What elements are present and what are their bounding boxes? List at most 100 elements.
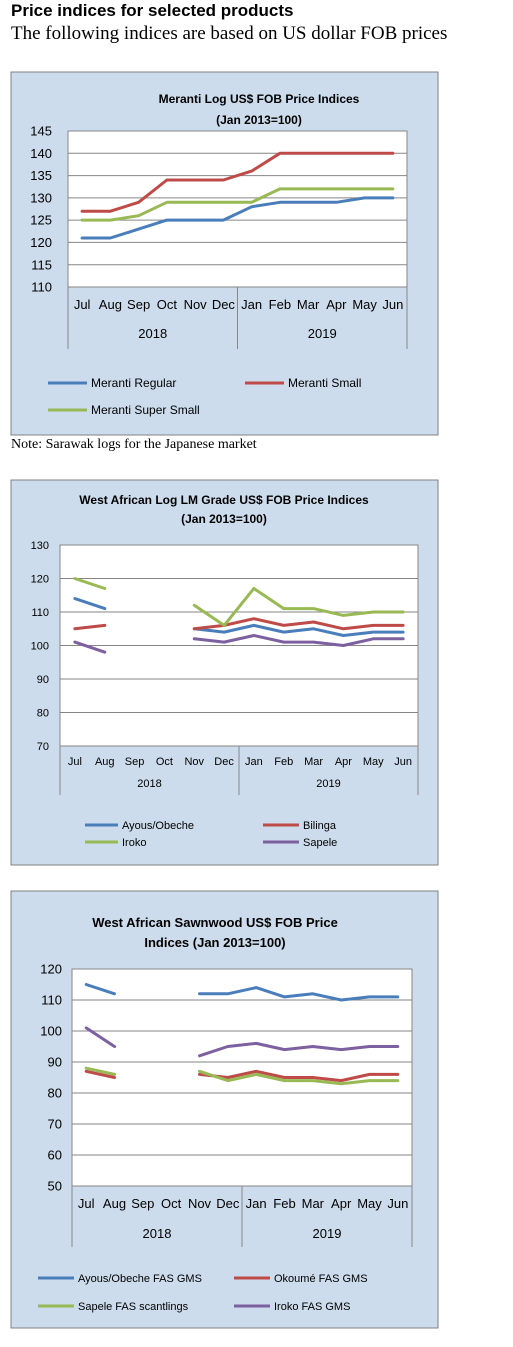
- y-tick-label: 145: [30, 124, 52, 139]
- series-line: [73, 577, 107, 590]
- series-line: [192, 634, 405, 647]
- y-tick-label: 100: [40, 1024, 62, 1039]
- x-tick-label: Dec: [212, 297, 236, 312]
- series-line: [192, 617, 405, 631]
- y-tick-label: 90: [48, 1055, 62, 1070]
- x-tick-label: Nov: [188, 1196, 212, 1211]
- x-tick-label: Feb: [269, 297, 291, 312]
- x-tick-label: Feb: [273, 1196, 295, 1211]
- chart-subtitle: Indices (Jan 2013=100): [144, 935, 285, 950]
- y-tick-label: 90: [37, 674, 49, 686]
- y-tick-label: 120: [40, 962, 62, 977]
- y-tick-label: 110: [41, 993, 62, 1008]
- series-line: [192, 623, 405, 637]
- x-tick-label: Jan: [241, 297, 262, 312]
- x-tick-label: Jan: [245, 756, 263, 768]
- x-tick-label: Apr: [335, 756, 352, 768]
- series-line: [73, 640, 107, 654]
- x-tick-label: Feb: [274, 756, 293, 768]
- x-tick-label: Jan: [246, 1196, 267, 1211]
- series-line: [80, 151, 395, 213]
- chart-title: West African Log LM Grade US$ FOB Price …: [79, 493, 369, 507]
- x-tick-label: Oct: [157, 297, 178, 312]
- plot-area: [67, 130, 408, 288]
- chart-3: West African Sawnwood US$ FOB Price Indic…: [10, 890, 439, 1329]
- group-label: 2019: [308, 326, 337, 341]
- legend-label: Meranti Small: [288, 376, 361, 390]
- x-tick-label: Dec: [216, 1196, 240, 1211]
- legend-label: Meranti Regular: [91, 376, 176, 390]
- x-tick-label: May: [363, 756, 384, 768]
- x-tick-label: Nov: [184, 297, 208, 312]
- y-tick-label: 50: [48, 1179, 62, 1194]
- group-label: 2018: [138, 326, 167, 341]
- chart-note: Note: Sarawak logs for the Japanese mark…: [11, 437, 257, 452]
- legend-label: Sapele: [303, 837, 337, 849]
- legend-label: Okoumé FAS GMS: [274, 1273, 368, 1285]
- x-tick-label: Jun: [382, 297, 403, 312]
- x-tick-label: Jun: [387, 1196, 408, 1211]
- legend-label: Iroko: [122, 837, 146, 849]
- y-tick-label: 80: [37, 707, 49, 719]
- series-line: [84, 1066, 116, 1076]
- x-tick-label: May: [357, 1196, 382, 1211]
- series-line: [73, 597, 107, 611]
- legend-label: Ayous/Obeche FAS GMS: [78, 1273, 202, 1285]
- y-tick-label: 70: [37, 741, 49, 753]
- series-line: [84, 1026, 116, 1048]
- y-tick-label: 115: [31, 257, 52, 272]
- legend-label: Meranti Super Small: [91, 403, 200, 417]
- series-line: [192, 587, 405, 627]
- chart-title: West African Sawnwood US$ FOB Price: [92, 915, 338, 930]
- series-line: [84, 1069, 116, 1079]
- chart-2: West African Log LM Grade US$ FOB Price …: [10, 479, 439, 866]
- x-tick-label: Mar: [304, 756, 323, 768]
- series-line: [198, 1069, 400, 1083]
- series-line: [84, 983, 116, 996]
- chart-subtitle: (Jan 2013=100): [181, 512, 267, 526]
- legend-label: Iroko FAS GMS: [274, 1301, 350, 1313]
- legend-label: Ayous/Obeche: [122, 820, 194, 832]
- series-line: [198, 1041, 400, 1058]
- x-tick-label: Jun: [394, 756, 412, 768]
- y-tick-label: 70: [48, 1117, 62, 1132]
- y-tick-label: 125: [30, 213, 52, 228]
- y-tick-label: 130: [31, 540, 49, 552]
- x-tick-label: Aug: [103, 1196, 126, 1211]
- legend-label: Sapele FAS scantlings: [78, 1301, 189, 1313]
- x-tick-label: Jul: [78, 1196, 95, 1211]
- chart-subtitle: (Jan 2013=100): [216, 113, 302, 127]
- x-tick-label: Jul: [74, 297, 91, 312]
- y-tick-label: 140: [30, 146, 52, 161]
- page-heading: Price indices for selected products: [11, 1, 294, 20]
- x-tick-label: Aug: [99, 297, 122, 312]
- y-tick-label: 130: [30, 190, 52, 205]
- group-label: 2018: [137, 778, 161, 790]
- x-tick-label: Oct: [161, 1196, 182, 1211]
- x-tick-label: Sep: [125, 756, 145, 768]
- x-tick-label: May: [352, 297, 377, 312]
- series-line: [198, 986, 400, 1002]
- chart-title: Meranti Log US$ FOB Price Indices: [159, 92, 360, 106]
- x-tick-label: Jul: [68, 756, 82, 768]
- y-tick-label: 120: [31, 573, 49, 585]
- x-tick-label: Apr: [331, 1196, 352, 1211]
- y-tick-label: 80: [48, 1086, 62, 1101]
- x-tick-label: Mar: [302, 1196, 325, 1211]
- x-tick-label: Sep: [127, 297, 150, 312]
- x-tick-label: Apr: [326, 297, 347, 312]
- x-tick-label: Aug: [95, 756, 115, 768]
- y-tick-label: 60: [48, 1148, 62, 1163]
- x-tick-label: Sep: [131, 1196, 154, 1211]
- x-tick-label: Dec: [214, 756, 234, 768]
- y-tick-label: 110: [31, 607, 49, 619]
- series-line: [198, 1069, 400, 1086]
- y-tick-label: 110: [31, 280, 52, 295]
- y-tick-label: 135: [30, 168, 52, 183]
- chart-1: Meranti Log US$ FOB Price Indices (Jan 20…: [10, 71, 439, 436]
- group-label: 2018: [143, 1226, 172, 1241]
- series-line: [73, 623, 107, 631]
- legend-label: Bilinga: [303, 820, 337, 832]
- x-tick-label: Nov: [184, 756, 204, 768]
